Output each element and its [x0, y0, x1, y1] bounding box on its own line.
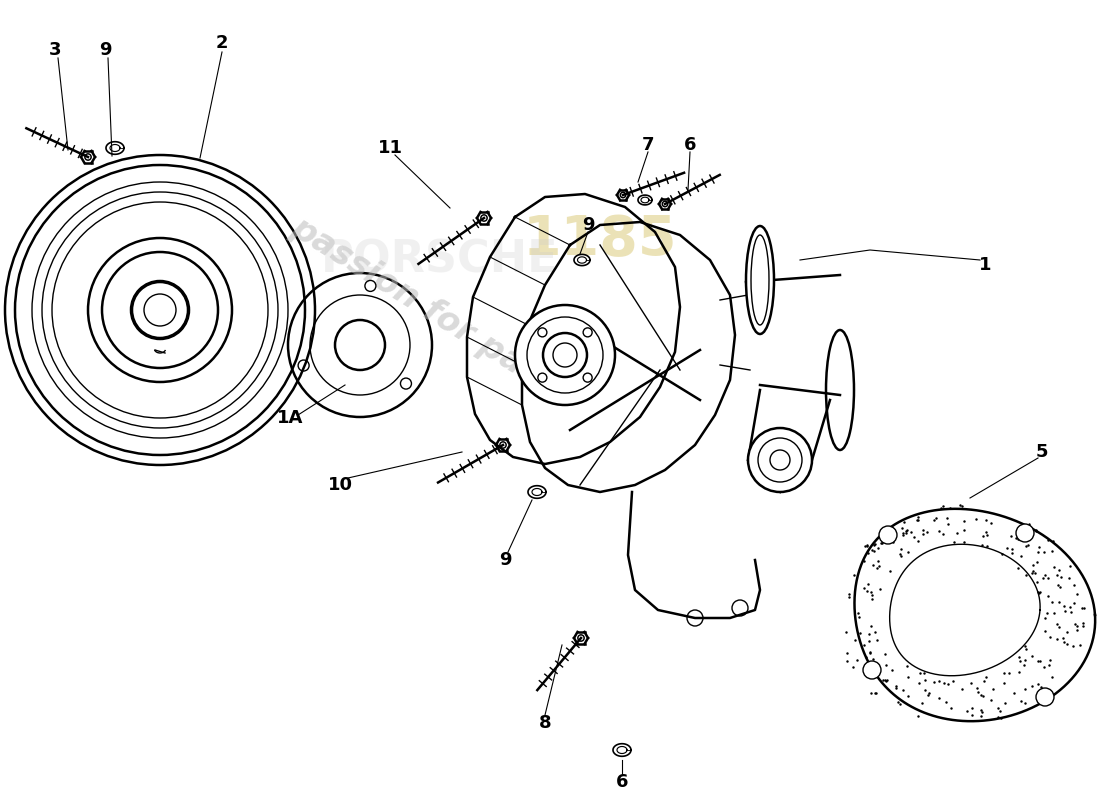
Text: 9: 9 [99, 41, 111, 59]
Circle shape [1036, 688, 1054, 706]
Circle shape [1016, 524, 1034, 542]
Ellipse shape [131, 281, 189, 339]
Ellipse shape [746, 226, 774, 334]
Text: 3: 3 [48, 41, 62, 59]
Text: 11: 11 [377, 139, 403, 157]
Text: 2: 2 [216, 34, 229, 52]
Text: 5: 5 [1036, 443, 1048, 461]
Circle shape [748, 428, 812, 492]
Text: passion for parts: passion for parts [286, 211, 574, 409]
Circle shape [515, 305, 615, 405]
Ellipse shape [826, 330, 854, 450]
Text: 9: 9 [582, 216, 594, 234]
Text: 1A: 1A [277, 409, 304, 427]
Ellipse shape [336, 320, 385, 370]
Text: 1185: 1185 [522, 213, 678, 267]
Text: 6: 6 [684, 136, 696, 154]
Text: 9: 9 [498, 551, 512, 569]
Text: PORSCHE: PORSCHE [321, 238, 559, 282]
Text: 8: 8 [539, 714, 551, 732]
Circle shape [864, 661, 881, 679]
Text: 7: 7 [641, 136, 654, 154]
Text: 1: 1 [979, 256, 991, 274]
Circle shape [879, 526, 896, 544]
Text: 6: 6 [616, 773, 628, 791]
Text: 10: 10 [328, 476, 352, 494]
